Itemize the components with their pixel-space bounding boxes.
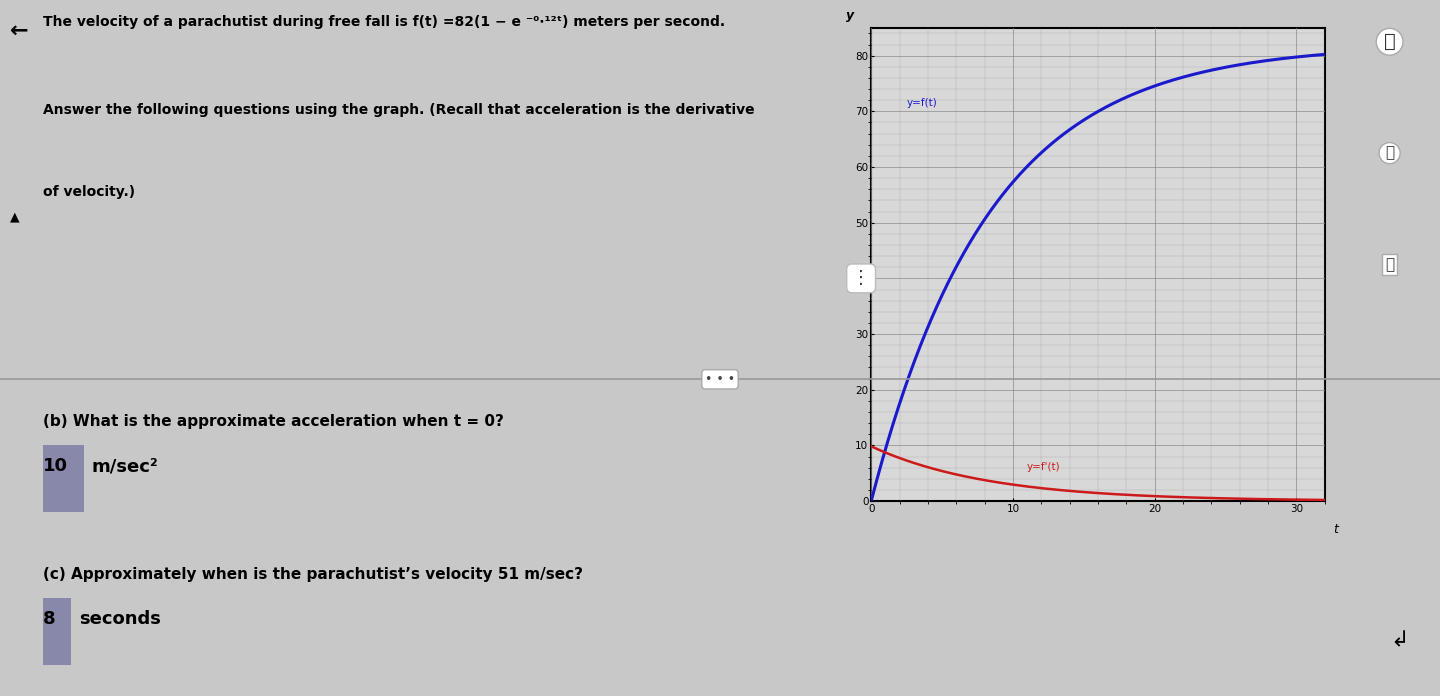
Text: The velocity of a parachutist during free fall is f(t) =82​(1 − e ⁻⁰⋅¹²ᵗ) meters: The velocity of a parachutist during fre… <box>43 15 726 29</box>
Text: (b) What is the approximate acceleration when t = 0?: (b) What is the approximate acceleration… <box>43 414 504 429</box>
Text: of velocity.): of velocity.) <box>43 184 135 198</box>
Text: y=f(t): y=f(t) <box>907 98 937 108</box>
Text: seconds: seconds <box>79 610 160 628</box>
Text: m/sec²: m/sec² <box>91 457 158 475</box>
Text: t: t <box>1333 523 1339 537</box>
Text: (c) Approximately when is the parachutist’s velocity 51 m/sec?: (c) Approximately when is the parachutis… <box>43 567 583 583</box>
Text: y=f'(t): y=f'(t) <box>1027 463 1061 473</box>
Text: ⌕: ⌕ <box>1385 145 1394 161</box>
Text: 10: 10 <box>43 457 68 475</box>
FancyBboxPatch shape <box>43 598 71 665</box>
Text: y: y <box>845 9 854 22</box>
FancyBboxPatch shape <box>43 445 84 512</box>
Text: ←: ← <box>10 21 29 41</box>
Text: ↲: ↲ <box>1391 631 1408 650</box>
Text: • • •: • • • <box>706 373 734 386</box>
Text: ⤢: ⤢ <box>1385 257 1394 272</box>
Text: Answer the following questions using the graph. (Recall that acceleration is the: Answer the following questions using the… <box>43 103 755 117</box>
Text: ▲: ▲ <box>10 211 19 224</box>
Text: ⌕: ⌕ <box>1384 32 1395 52</box>
Text: ⋮: ⋮ <box>852 269 870 287</box>
Text: 8: 8 <box>43 610 56 628</box>
